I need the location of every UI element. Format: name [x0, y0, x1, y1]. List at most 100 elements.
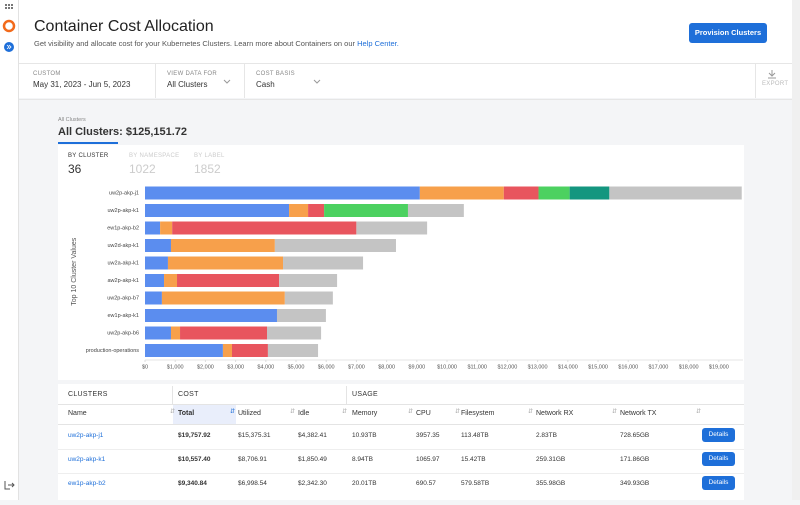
tab-label[interactable]: BY CLUSTER	[68, 153, 109, 159]
x-tick-label: $18,000	[679, 364, 699, 370]
sidebar-icons	[2, 4, 16, 490]
bar-segment	[538, 186, 570, 200]
chevrons	[223, 79, 321, 84]
bar-segment	[289, 204, 309, 217]
y-tick-label: ew1p-akp-k1	[108, 313, 140, 319]
cell: 579.58TB	[461, 480, 490, 487]
x-tick-label: $0	[142, 364, 148, 370]
sort-icon: ⇵	[290, 409, 296, 415]
details-button[interactable]: Details	[702, 476, 735, 490]
x-tick-label: $4,000	[257, 364, 274, 370]
column-header[interactable]: Memory	[352, 410, 378, 417]
x-tick-label: $2,000	[197, 364, 214, 370]
sorted-column	[173, 405, 236, 424]
tab-label[interactable]: BY NAMESPACE	[129, 153, 180, 159]
header	[19, 0, 792, 98]
underline	[58, 142, 118, 144]
tab-count: 1852	[194, 162, 221, 176]
cell: 690.57	[416, 480, 436, 487]
cluster-link[interactable]: uw2p-akp-k1	[68, 456, 106, 463]
cell: $15,375.31	[238, 432, 271, 439]
cell: 2.83TB	[536, 432, 557, 439]
bar-segment	[160, 221, 173, 235]
bar-segment	[274, 239, 396, 252]
bar-segment	[164, 274, 178, 287]
tab-label[interactable]: BY LABEL	[194, 153, 225, 159]
bar-segment	[145, 221, 161, 235]
bar-segment	[180, 326, 268, 340]
bar-segment	[145, 326, 171, 340]
details-button[interactable]: Details	[702, 452, 735, 466]
y-tick-label: uw2a-akp-k1	[108, 260, 140, 266]
bar-segment	[279, 274, 338, 287]
bar-segment	[145, 204, 290, 217]
subtitle-text: Get visibility and allocate cost for you…	[34, 39, 355, 48]
cluster-link[interactable]: uw2p-akp-j1	[68, 432, 104, 439]
column-header[interactable]: Network RX	[536, 410, 574, 417]
cell: 20.01TB	[352, 480, 377, 487]
column-header[interactable]: Name	[68, 410, 87, 417]
bar-segment	[231, 344, 268, 357]
cell: 10.93TB	[352, 432, 377, 439]
filter-label: COST BASIS	[256, 71, 295, 77]
summary-title: All Clusters: $125,151.72	[58, 126, 188, 138]
group-header: CLUSTERS	[68, 391, 108, 398]
cell: 355.98GB	[536, 480, 566, 487]
filter-label: CUSTOM	[33, 71, 61, 77]
cell: 3957.35	[416, 432, 440, 439]
column-header[interactable]: Idle	[298, 410, 310, 417]
x-tick-label: $16,000	[618, 364, 638, 370]
sort-icon: ⇵	[170, 409, 176, 415]
filter-value[interactable]: May 31, 2023 - Jun 5, 2023	[33, 80, 131, 89]
filter-value[interactable]: Cash	[256, 80, 275, 89]
tab-count: 1022	[129, 162, 156, 176]
sidebar	[0, 0, 19, 500]
group-header: COST	[178, 391, 199, 398]
y-tick-label: production-operations	[86, 348, 139, 354]
cluster-link[interactable]: ew1p-akp-b2	[68, 480, 106, 487]
y-tick-label: uw2p-akp-j1	[109, 190, 139, 196]
column-header[interactable]: Total	[178, 410, 195, 417]
x-tick-label: $9,000	[408, 364, 425, 370]
column-header[interactable]: CPU	[416, 410, 431, 417]
bar-segment	[419, 186, 504, 200]
bar-segment	[407, 204, 464, 217]
bar-segment	[503, 186, 539, 200]
x-tick-label: $13,000	[528, 364, 548, 370]
help-link[interactable]: Help Center.	[357, 39, 399, 48]
bar-segment	[145, 344, 223, 357]
cell: 15.42TB	[461, 456, 486, 463]
filter-label: VIEW DATA FOR	[167, 71, 218, 77]
provision-button[interactable]: Provision Clusters	[689, 23, 767, 43]
bar-segment	[145, 186, 420, 200]
bar-segment	[145, 309, 277, 322]
y-tick-label: uw2p-akp-b7	[107, 295, 139, 301]
column-header[interactable]: Filesystem	[461, 410, 495, 417]
cell: 171.86GB	[620, 456, 650, 463]
sort-icon: ⇵	[696, 409, 702, 415]
x-tick-label: $6,000	[318, 364, 335, 370]
sort-icon: ⇵	[612, 409, 618, 415]
divider	[58, 449, 744, 450]
sort-icon: ⇵	[230, 409, 236, 415]
breadcrumb[interactable]: All Clusters	[58, 117, 86, 123]
x-tick-label: $14,000	[558, 364, 578, 370]
details-button[interactable]: Details	[702, 428, 735, 442]
cell: $1,850.49	[298, 456, 327, 463]
bar-segment	[222, 344, 232, 357]
y-tick-label: uw2p-akp-k1	[108, 208, 140, 214]
divider	[346, 386, 347, 404]
column-header[interactable]: Utilized	[238, 410, 261, 417]
filter-bar	[19, 63, 792, 100]
column-header[interactable]: Network TX	[620, 410, 657, 417]
bar-segment	[308, 204, 325, 217]
filter-value[interactable]: All Clusters	[167, 80, 208, 89]
bar-segment	[283, 256, 364, 270]
export-icon[interactable]	[767, 69, 777, 79]
bar-segment	[172, 221, 357, 235]
export-label[interactable]: EXPORT	[762, 81, 789, 87]
bar-segment	[569, 186, 610, 200]
x-tick-label: $15,000	[588, 364, 608, 370]
divider	[755, 64, 756, 98]
cell: 259.31GB	[536, 456, 566, 463]
